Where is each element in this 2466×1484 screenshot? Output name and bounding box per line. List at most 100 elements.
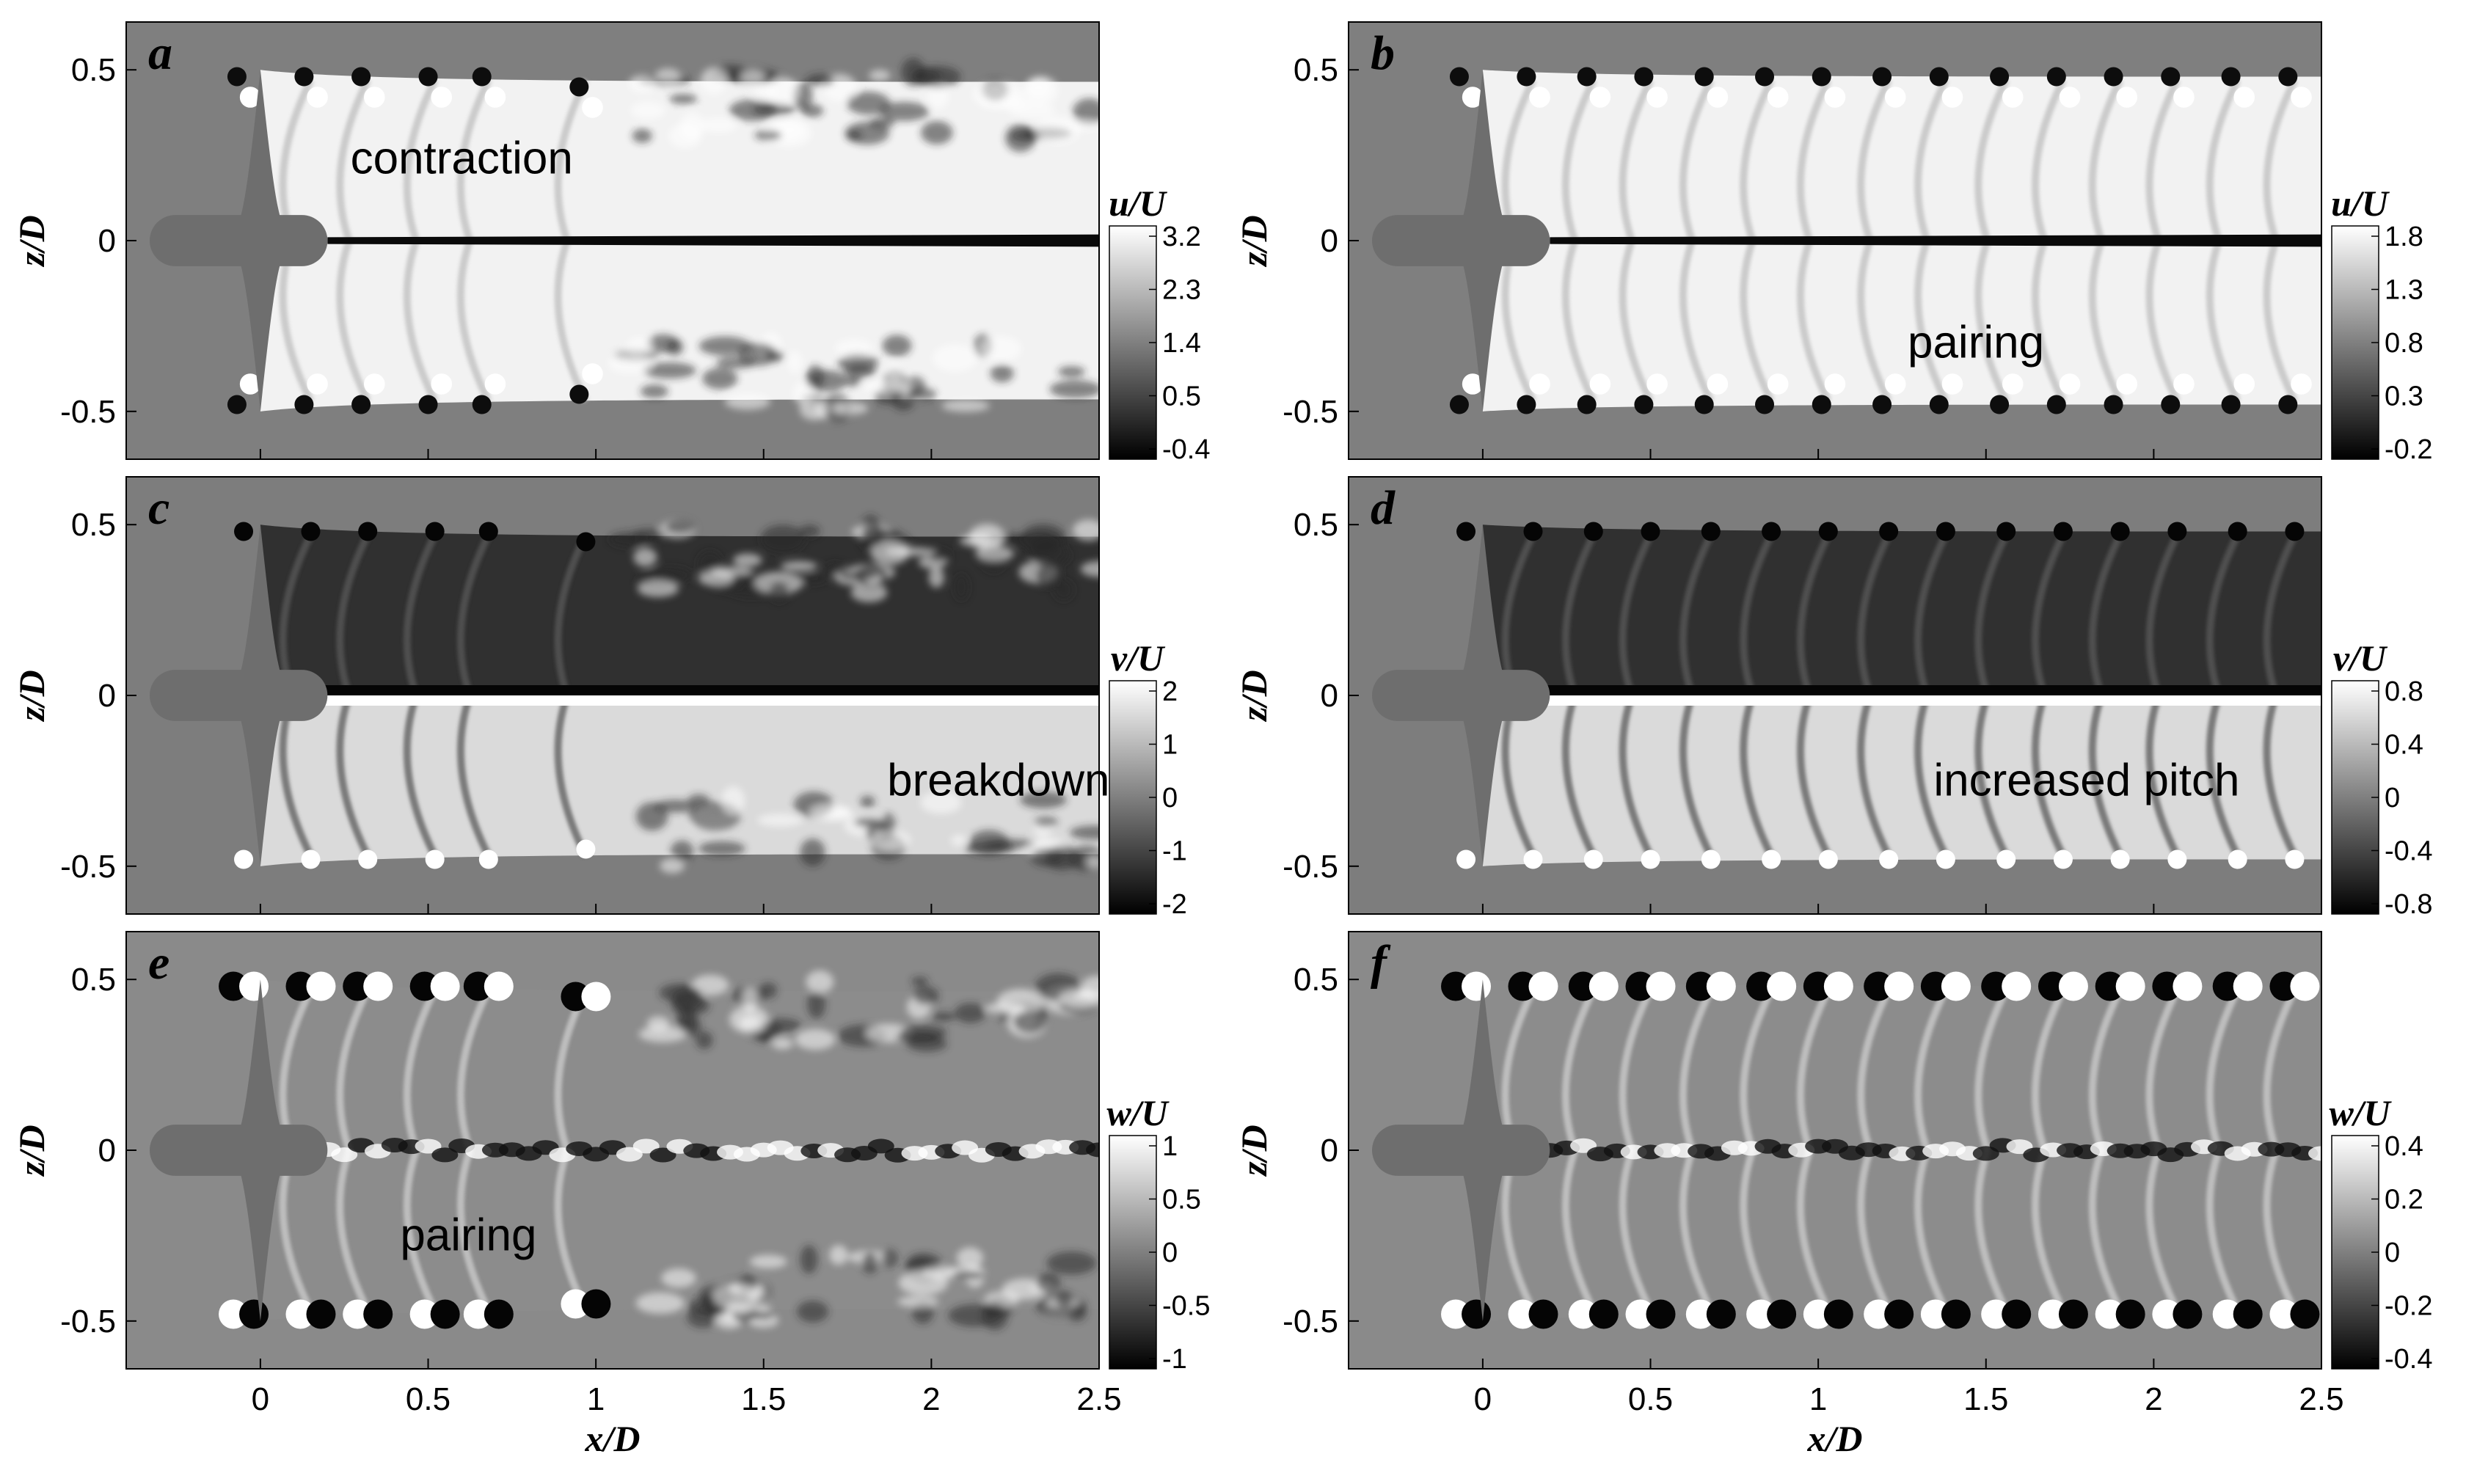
colorbar-tick-label: 0.4 bbox=[2385, 1131, 2423, 1162]
y-tick-label: 0.5 bbox=[71, 52, 116, 88]
field-f bbox=[1349, 932, 2321, 1369]
vortex-core bbox=[234, 522, 254, 541]
vortex-core-halo bbox=[239, 1299, 269, 1329]
turbulent-blob bbox=[931, 1012, 956, 1022]
vortex-core bbox=[576, 839, 596, 859]
turbulent-blob bbox=[869, 528, 900, 539]
turbulent-blob bbox=[955, 1003, 986, 1023]
wake-sheet-upper bbox=[2032, 78, 2067, 243]
vortex-core bbox=[2161, 67, 2181, 87]
wake-sheet-upper bbox=[2206, 78, 2241, 243]
turbulent-region bbox=[608, 514, 1099, 874]
wake-sheet-upper bbox=[554, 533, 589, 698]
turbulent-blob bbox=[853, 816, 883, 827]
vortex-core bbox=[1996, 522, 2016, 541]
wake-sheet-lower bbox=[1619, 238, 1654, 403]
vortex-core bbox=[1864, 1299, 1894, 1329]
turbulent-blob bbox=[799, 524, 820, 538]
vortex-core-halo bbox=[2059, 373, 2081, 395]
turbulent-blob bbox=[908, 387, 937, 401]
turbulent-blob bbox=[754, 130, 782, 141]
field-c bbox=[126, 477, 1099, 914]
colorbar-title: v/U bbox=[1111, 637, 1166, 679]
vortex-core bbox=[409, 971, 439, 1001]
turbulent-blob bbox=[806, 73, 835, 87]
colorbar-tick-label: -0.4 bbox=[2385, 836, 2432, 867]
turbulent-blob bbox=[635, 1292, 685, 1314]
turbulent-blob bbox=[698, 336, 751, 356]
vortex-core bbox=[1456, 522, 1476, 541]
slipstream-upper bbox=[1482, 70, 2321, 241]
wake-sheet-lower bbox=[2145, 693, 2181, 858]
turbulent-blob bbox=[897, 1295, 939, 1307]
vortex-core-halo bbox=[1706, 971, 1736, 1001]
turbulent-blob bbox=[757, 1031, 773, 1043]
vortex-core bbox=[2053, 522, 2073, 541]
y-tick-label: 0 bbox=[1321, 223, 1338, 259]
vortex-core-halo bbox=[2291, 373, 2312, 395]
wake-sheet-lower bbox=[1796, 693, 1832, 858]
vortex-core-halo bbox=[364, 373, 385, 395]
wake-sheet-lower bbox=[1914, 1148, 1949, 1313]
hub-wake-blob bbox=[1086, 1142, 1099, 1158]
wake-sheet-lower bbox=[2032, 1148, 2067, 1313]
wake-sheet-upper bbox=[2145, 987, 2181, 1152]
vortex-core-halo bbox=[306, 1299, 336, 1329]
turbulent-blob bbox=[700, 67, 728, 95]
vortex-core-halo bbox=[1941, 373, 1963, 395]
x-tick-label: 1.5 bbox=[1963, 1381, 2008, 1417]
turbulent-blob bbox=[895, 1032, 942, 1043]
vortex-core bbox=[2095, 971, 2125, 1001]
wake-sheet-lower bbox=[2263, 1148, 2298, 1313]
turbulent-blob bbox=[781, 560, 817, 571]
y-tick-label: 0.5 bbox=[1294, 52, 1338, 88]
vortex-core bbox=[463, 971, 493, 1001]
turbulent-blob bbox=[1010, 129, 1042, 142]
vortex-core-halo bbox=[431, 87, 453, 108]
colorbar-gradient bbox=[2331, 1135, 2379, 1370]
x-tick-label: 0 bbox=[252, 1381, 269, 1417]
turbulent-blob bbox=[768, 77, 799, 103]
y-tick-label: 0.5 bbox=[71, 507, 116, 543]
turbulent-blob bbox=[956, 1247, 984, 1268]
hub-wake-blob bbox=[431, 1147, 459, 1163]
vortex-core bbox=[1441, 1299, 1471, 1329]
wake-sheet-upper bbox=[1974, 987, 2010, 1152]
y-tick-label: 0 bbox=[98, 1133, 116, 1169]
vortex-core bbox=[2161, 395, 2181, 414]
turbulent-blob bbox=[797, 1301, 829, 1323]
colorbar-tick-label: 0.8 bbox=[2385, 676, 2423, 707]
turbulent-blob bbox=[661, 1268, 696, 1288]
wake-sheet-lower bbox=[1857, 238, 1892, 403]
hub-wake bbox=[1533, 685, 2321, 695]
colorbar-tick-label: 0 bbox=[2385, 1238, 2400, 1268]
turbulent-blob bbox=[1057, 366, 1085, 378]
vortex-core bbox=[2046, 395, 2066, 414]
slipstream-lower bbox=[1482, 1150, 2321, 1321]
vortex-core bbox=[1568, 971, 1598, 1001]
panel-letter: c bbox=[148, 481, 169, 535]
hub-wake-blob bbox=[2308, 1146, 2321, 1161]
vortex-core bbox=[418, 395, 438, 414]
y-axis-label: z/D bbox=[11, 215, 52, 267]
turbulent-blob bbox=[632, 128, 652, 143]
hub-wake bbox=[310, 685, 1099, 695]
vortex-core-halo bbox=[1767, 373, 1789, 395]
y-tick-label: 0 bbox=[98, 223, 116, 259]
vortex-core bbox=[1685, 971, 1715, 1001]
vortex-core bbox=[569, 384, 589, 404]
field-d bbox=[1349, 477, 2321, 914]
turbulent-blob bbox=[769, 581, 789, 603]
vortex-core-halo bbox=[2290, 971, 2320, 1001]
vortex-core-halo bbox=[2291, 87, 2312, 108]
turbulent-region bbox=[608, 57, 1099, 423]
wake-sheet-upper bbox=[1619, 78, 1654, 243]
wake-sheet-upper bbox=[1857, 533, 1892, 698]
wake-sheet-upper bbox=[1619, 533, 1654, 698]
vortex-core bbox=[1879, 522, 1899, 541]
turbulent-blob bbox=[1046, 1251, 1097, 1275]
turbulent-blob bbox=[739, 1015, 762, 1031]
hub-body bbox=[150, 215, 328, 266]
wake-sheet-lower bbox=[1796, 1148, 1832, 1313]
vortex-core bbox=[227, 67, 247, 87]
